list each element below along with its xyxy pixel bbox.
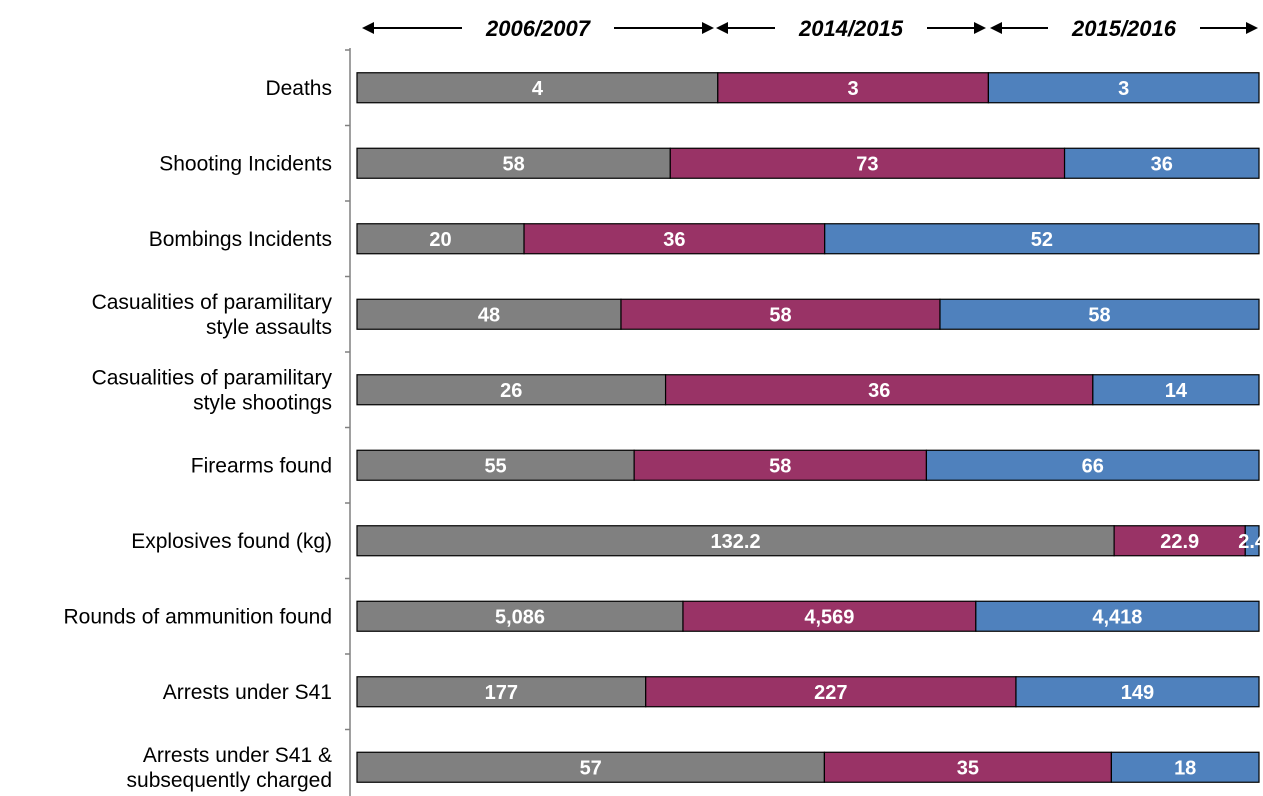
category-label: Casualities of paramilitary	[92, 291, 333, 314]
data-label: 227	[814, 682, 847, 704]
data-label: 52	[1031, 229, 1053, 251]
data-label: 22.9	[1160, 531, 1199, 553]
category-label: Arrests under S41 &	[143, 744, 332, 767]
data-label: 14	[1165, 380, 1188, 402]
data-label: 57	[580, 757, 602, 779]
data-label: 177	[485, 682, 518, 704]
data-label: 55	[484, 455, 506, 477]
category-label: Bombings Incidents	[149, 228, 332, 251]
series-header-2014-2015: 2014/2015	[798, 16, 904, 41]
bar-segment-2014-2015	[682, 600, 977, 632]
bar-segment-2015-2016	[987, 72, 1260, 104]
data-label: 3	[1118, 78, 1129, 100]
data-label: 3	[848, 78, 859, 100]
data-label: 4,569	[804, 606, 854, 628]
data-label: 58	[503, 153, 525, 175]
arrow-head-right-icon	[974, 22, 986, 34]
arrow-head-left-icon	[362, 22, 374, 34]
data-label: 132.2	[711, 531, 761, 553]
category-label: style assaults	[206, 316, 332, 339]
series-header-2006-2007: 2006/2007	[485, 16, 592, 41]
category-label: style shootings	[193, 391, 332, 414]
bar-segment-2015-2016	[1092, 374, 1260, 406]
bar-segment-2006-2007	[356, 751, 825, 783]
bar-segment-2006-2007	[356, 298, 622, 330]
data-label: 58	[769, 304, 791, 326]
data-label: 36	[663, 229, 685, 251]
bar-segment-2014-2015	[523, 223, 826, 255]
data-label: 4	[532, 78, 544, 100]
arrow-head-right-icon	[702, 22, 714, 34]
data-label: 36	[868, 380, 890, 402]
data-label: 58	[1088, 304, 1110, 326]
data-label: 48	[478, 304, 500, 326]
category-label: Explosives found (kg)	[131, 530, 332, 553]
data-label: 35	[957, 757, 979, 779]
category-label: subsequently charged	[127, 769, 332, 792]
data-label: 5,086	[495, 606, 545, 628]
bar-segment-2006-2007	[356, 600, 684, 632]
data-label: 66	[1082, 455, 1104, 477]
bar-segment-2014-2015	[645, 676, 1017, 708]
data-label: 26	[500, 380, 522, 402]
bar-segment-2015-2016	[925, 449, 1260, 481]
bar-segment-2015-2016	[1015, 676, 1260, 708]
bar-segment-2015-2016	[1244, 525, 1260, 557]
bar-segment-2015-2016	[939, 298, 1260, 330]
bar-segment-2014-2015	[633, 449, 928, 481]
data-label: 4,418	[1092, 606, 1142, 628]
bar-segment-2006-2007	[356, 72, 719, 104]
data-label: 58	[769, 455, 791, 477]
bar-segment-2015-2016	[975, 600, 1260, 632]
bar-segment-2006-2007	[356, 525, 1115, 557]
data-label: 149	[1121, 682, 1154, 704]
arrow-head-left-icon	[716, 22, 728, 34]
data-label: 73	[856, 153, 878, 175]
data-label: 20	[429, 229, 451, 251]
bar-segment-2015-2016	[1063, 147, 1260, 179]
category-label: Rounds of ammunition found	[64, 605, 333, 628]
series-header-2015-2016: 2015/2016	[1071, 16, 1177, 41]
arrow-head-left-icon	[990, 22, 1002, 34]
bar-segment-2006-2007	[356, 223, 525, 255]
bar-segment-2014-2015	[620, 298, 941, 330]
data-label: 36	[1151, 153, 1173, 175]
bar-segment-2015-2016	[1110, 751, 1260, 783]
bar-segment-2015-2016	[824, 223, 1260, 255]
bar-segment-2006-2007	[356, 449, 635, 481]
data-label: 18	[1174, 757, 1196, 779]
data-label: 2.4	[1238, 531, 1263, 553]
category-label: Arrests under S41	[163, 681, 332, 704]
category-label: Shooting Incidents	[159, 152, 332, 175]
category-label: Deaths	[265, 77, 332, 100]
arrow-head-right-icon	[1246, 22, 1258, 34]
category-label: Firearms found	[191, 454, 332, 477]
category-label: Casualities of paramilitary	[92, 366, 333, 389]
